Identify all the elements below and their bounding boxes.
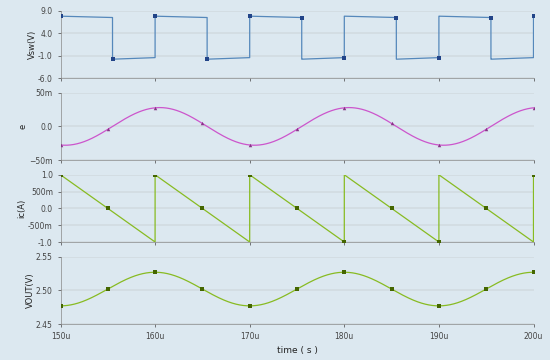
Y-axis label: Vsw(V): Vsw(V) [28,30,37,59]
Y-axis label: e: e [19,124,28,129]
Y-axis label: ic(A): ic(A) [18,199,27,218]
Y-axis label: VOUT(V): VOUT(V) [26,273,35,308]
X-axis label: time ( s ): time ( s ) [277,346,317,355]
